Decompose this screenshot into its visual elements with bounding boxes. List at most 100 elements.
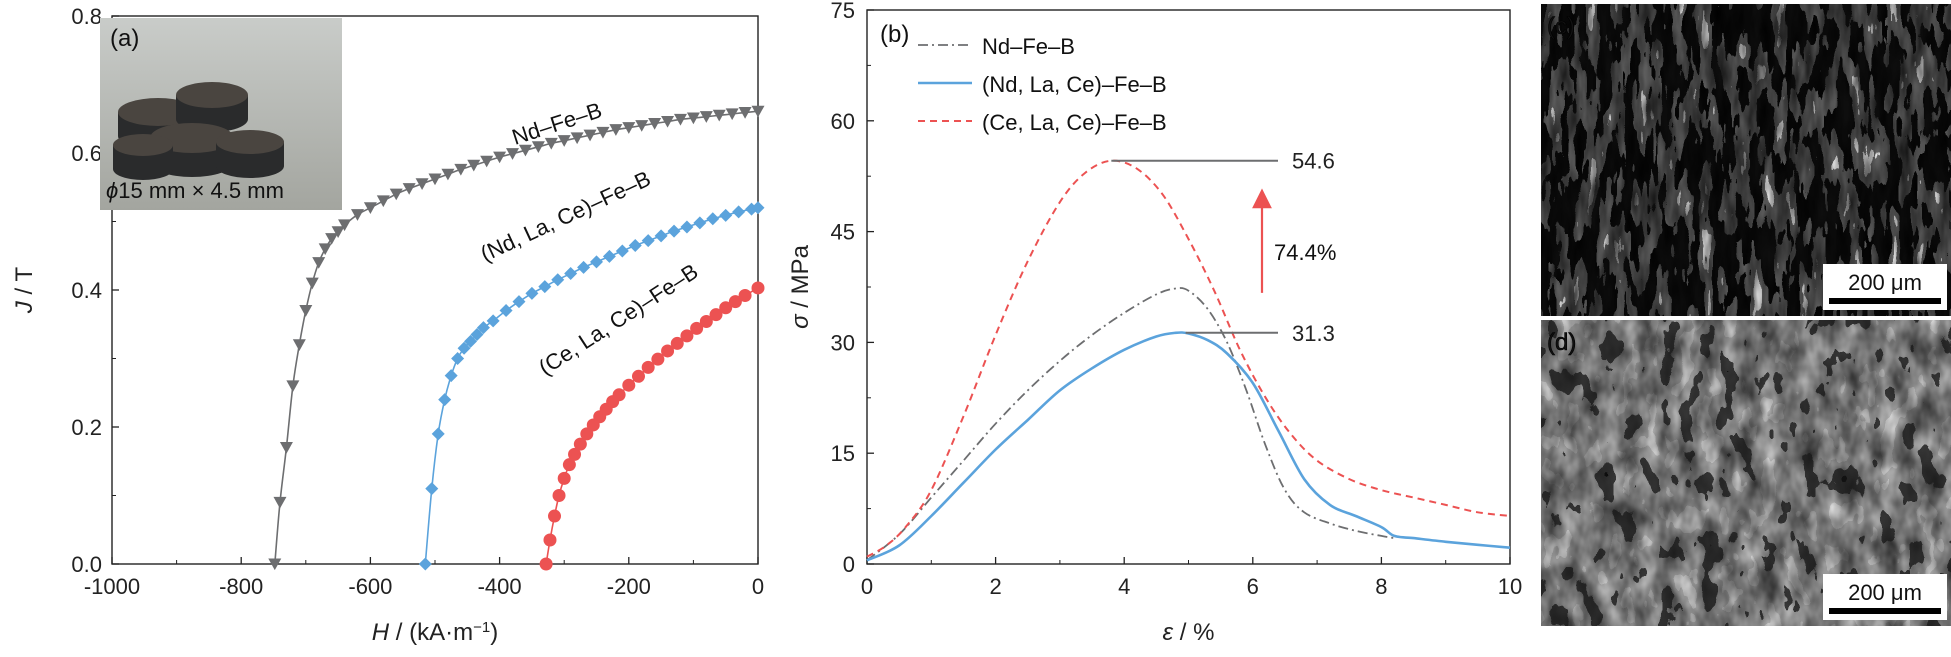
x-axis-label-a-text: / (kA·m xyxy=(389,619,473,646)
data-point-a xyxy=(609,124,623,136)
data-point-a xyxy=(551,273,565,287)
y-tick-label-b: 15 xyxy=(831,441,855,466)
data-point-a xyxy=(719,208,733,222)
x-tick-label-a: -800 xyxy=(219,574,263,599)
data-point-a xyxy=(699,111,713,123)
x-axis-label-b: ε / % xyxy=(1163,619,1215,646)
data-point-a xyxy=(654,229,668,243)
data-point-a xyxy=(363,202,377,214)
data-point-a xyxy=(648,118,662,130)
annotation-54-6: 54.6 xyxy=(1292,149,1335,174)
inset-photo: ϕ15 mm × 4.5 mm xyxy=(100,18,342,210)
data-point-a xyxy=(661,344,675,358)
data-point-a xyxy=(464,334,478,348)
series-line-b-1 xyxy=(866,331,1511,562)
y-axis-label-b-symbol: σ xyxy=(787,313,814,329)
legend-label: (Nd, La, Ce)–Fe–B xyxy=(982,72,1167,97)
y-axis-label-a-text: / T xyxy=(11,267,38,302)
x-tick-label-b: 6 xyxy=(1247,574,1259,599)
data-point-a xyxy=(590,255,603,269)
annotation-31-3: 31.3 xyxy=(1292,321,1335,346)
data-point-a xyxy=(438,393,452,407)
legend-label: Nd–Fe–B xyxy=(982,34,1075,59)
data-point-a xyxy=(596,126,610,139)
scale-bar-label-c: 200 μm xyxy=(1848,270,1922,295)
data-point-a xyxy=(376,195,390,208)
scale-bar-d xyxy=(1829,608,1941,614)
inset-caption: ϕ15 mm × 4.5 mm xyxy=(106,178,284,203)
data-point-a xyxy=(451,352,465,365)
x-tick-label-b: 4 xyxy=(1118,574,1130,599)
y-axis-label-a-symbol: J xyxy=(11,300,38,314)
data-point-a xyxy=(719,301,733,315)
data-point-a xyxy=(751,281,765,295)
data-point-a xyxy=(389,188,403,201)
data-point-a xyxy=(415,178,429,190)
data-point-a xyxy=(305,277,319,290)
data-point-a xyxy=(612,388,626,402)
data-point-a xyxy=(651,352,665,366)
data-point-a xyxy=(499,304,513,318)
data-point-a xyxy=(709,308,723,322)
x-axis-label-b-text: / % xyxy=(1173,619,1214,646)
series-a-0 xyxy=(268,105,765,571)
data-point-a xyxy=(673,113,687,126)
magnet-disc-top xyxy=(113,134,173,156)
data-point-a xyxy=(454,163,468,176)
data-point-a xyxy=(506,148,520,160)
panel-label-c: (c) xyxy=(1547,13,1575,40)
data-point-a xyxy=(493,151,507,164)
panel-d-micrograph: (d) 200 μm xyxy=(1541,320,1951,626)
data-point-a xyxy=(402,183,416,195)
y-axis-label-a: J / T xyxy=(11,267,38,315)
panel-label-b: (b) xyxy=(880,21,909,48)
panel-a: -1000 -800 -600 -400 -200 0 0.0 0.2 0.4 0.6 0.8 H /… xyxy=(11,4,765,646)
legend-b: Nd–Fe–B (Nd, La, Ce)–Fe–B (Ce, La, Ce)–Fe–… xyxy=(918,34,1167,135)
series-a-1 xyxy=(418,201,765,571)
data-point-a xyxy=(570,132,584,145)
data-point-a xyxy=(670,336,684,350)
data-point-a xyxy=(738,288,752,302)
magnet-disc-top xyxy=(216,130,284,154)
inset-caption-symbol: ϕ xyxy=(106,178,118,203)
series-line-a xyxy=(545,287,759,565)
data-point-a xyxy=(622,122,636,134)
magnet-disc-top xyxy=(176,82,248,108)
data-point-a xyxy=(538,280,552,294)
panel-b: 0 2 4 6 8 10 0 15 30 45 60 75 ε / % σ / MPa Nd–Fe–B (Nd… xyxy=(787,0,1522,646)
scale-bar-unit: μm xyxy=(1891,580,1922,605)
annotation-74-4-percent: 74.4% xyxy=(1274,240,1336,265)
y-tick-label-b: 75 xyxy=(831,0,855,23)
y-tick-label-a: 0.8 xyxy=(71,4,102,29)
data-point-a xyxy=(544,137,558,150)
y-tick-label-a: 0.4 xyxy=(71,278,102,303)
data-point-a xyxy=(557,135,571,147)
x-axis-label-b-symbol: ε xyxy=(1163,619,1174,646)
data-point-a xyxy=(476,321,490,335)
data-point-a xyxy=(641,234,655,248)
scale-bar-value: 200 xyxy=(1848,580,1891,605)
data-point-a xyxy=(568,447,582,461)
x-axis-label-a-symbol: H xyxy=(372,619,390,646)
data-point-a xyxy=(712,109,726,122)
scale-bar-c xyxy=(1829,298,1941,304)
legend-label: (Ce, La, Ce)–Fe–B xyxy=(982,110,1167,135)
data-point-a xyxy=(583,129,597,142)
y-tick-label-a: 0.0 xyxy=(71,552,102,577)
data-point-a xyxy=(680,329,694,343)
data-point-a xyxy=(690,321,704,335)
data-point-a xyxy=(628,238,642,252)
data-point-a xyxy=(738,107,752,119)
data-point-a xyxy=(441,168,455,181)
data-point-a xyxy=(661,115,675,128)
y-axis-label-b-text: / MPa xyxy=(787,244,814,314)
data-point-a xyxy=(431,427,445,441)
data-point-a xyxy=(562,458,576,472)
data-point-a xyxy=(615,244,629,258)
inset-caption-text: 15 mm × 4.5 mm xyxy=(118,178,284,203)
data-point-a xyxy=(480,155,494,168)
x-axis-label-a-close: ) xyxy=(490,619,498,646)
data-point-a xyxy=(444,369,458,383)
